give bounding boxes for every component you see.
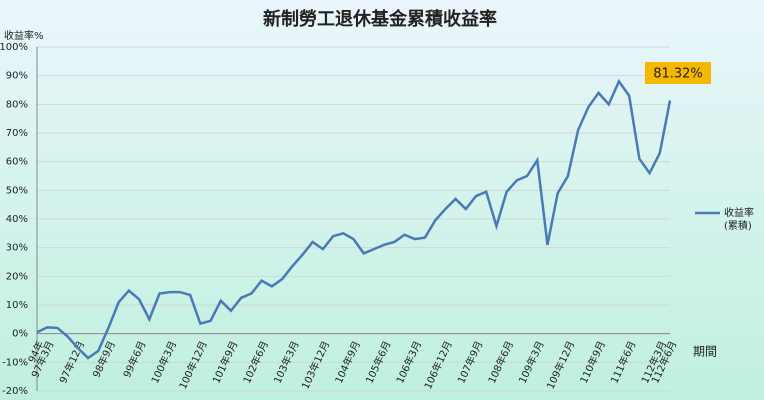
x-tick-label: 109年12月 xyxy=(544,339,578,391)
y-tick-label: 80% xyxy=(6,99,28,110)
y-tick-label: 70% xyxy=(6,128,28,139)
annotation: 81.32% xyxy=(653,67,703,82)
y-tick-label: 10% xyxy=(6,300,28,311)
y-tick-label: 30% xyxy=(6,243,28,254)
chart-title: 新制勞工退休基金累積收益率 xyxy=(263,8,497,30)
x-tick-label: 100年12月 xyxy=(176,339,210,391)
x-tick-label: 103年12月 xyxy=(299,339,333,391)
y-tick-label: 0% xyxy=(12,329,28,340)
y-tick-label: -20% xyxy=(2,386,28,397)
y-tick-label: 40% xyxy=(6,214,28,225)
y-tick-label: 100% xyxy=(0,42,28,53)
x-tick-label: 98年9月 xyxy=(90,339,118,380)
y-tick-label: 90% xyxy=(6,71,28,82)
y-tick-label: 20% xyxy=(6,271,28,282)
legend-label: 收益率(累積) xyxy=(724,206,754,232)
data-line xyxy=(36,78,672,360)
annotation-box xyxy=(645,62,711,84)
y-tick-label: -10% xyxy=(2,357,28,368)
x-tick-label: 106年12月 xyxy=(421,339,455,391)
x-tick-label: 99年6月 xyxy=(120,339,148,380)
y-tick-label: 50% xyxy=(6,185,28,196)
y-axis-label: 收益率% xyxy=(4,29,44,42)
y-tick-label: 60% xyxy=(6,157,28,168)
x-axis-label: 期間 xyxy=(693,345,717,359)
